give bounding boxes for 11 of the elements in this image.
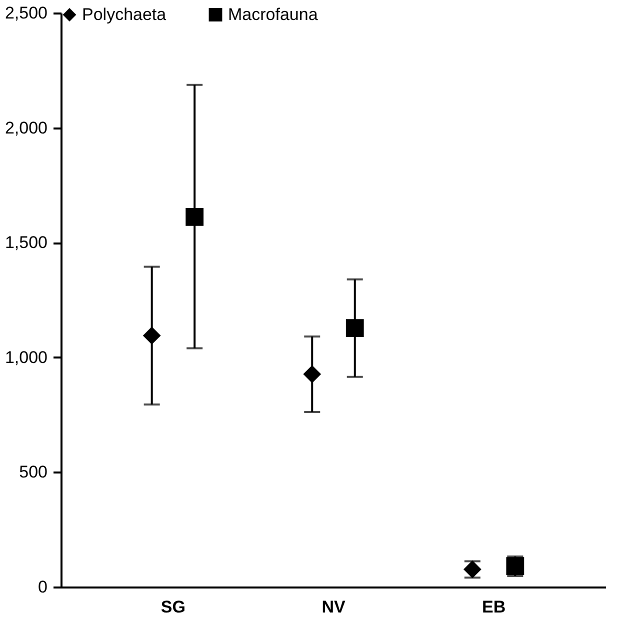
legend-label: Polychaeta bbox=[82, 4, 167, 24]
y-tick-label: 1,000 bbox=[4, 348, 48, 367]
y-tick-label: 1,500 bbox=[4, 233, 48, 252]
y-tick-label: 2,000 bbox=[4, 118, 48, 138]
x-tick-label: EB bbox=[482, 598, 506, 616]
y-tick-label: 2,500 bbox=[4, 4, 48, 22]
x-tick-label: NV bbox=[322, 598, 346, 616]
legend-label: Macrofauna bbox=[228, 4, 318, 24]
x-tick-label: SG bbox=[160, 598, 186, 616]
y-tick-label: 0 bbox=[38, 578, 48, 596]
y-tick-label: 500 bbox=[19, 462, 48, 482]
